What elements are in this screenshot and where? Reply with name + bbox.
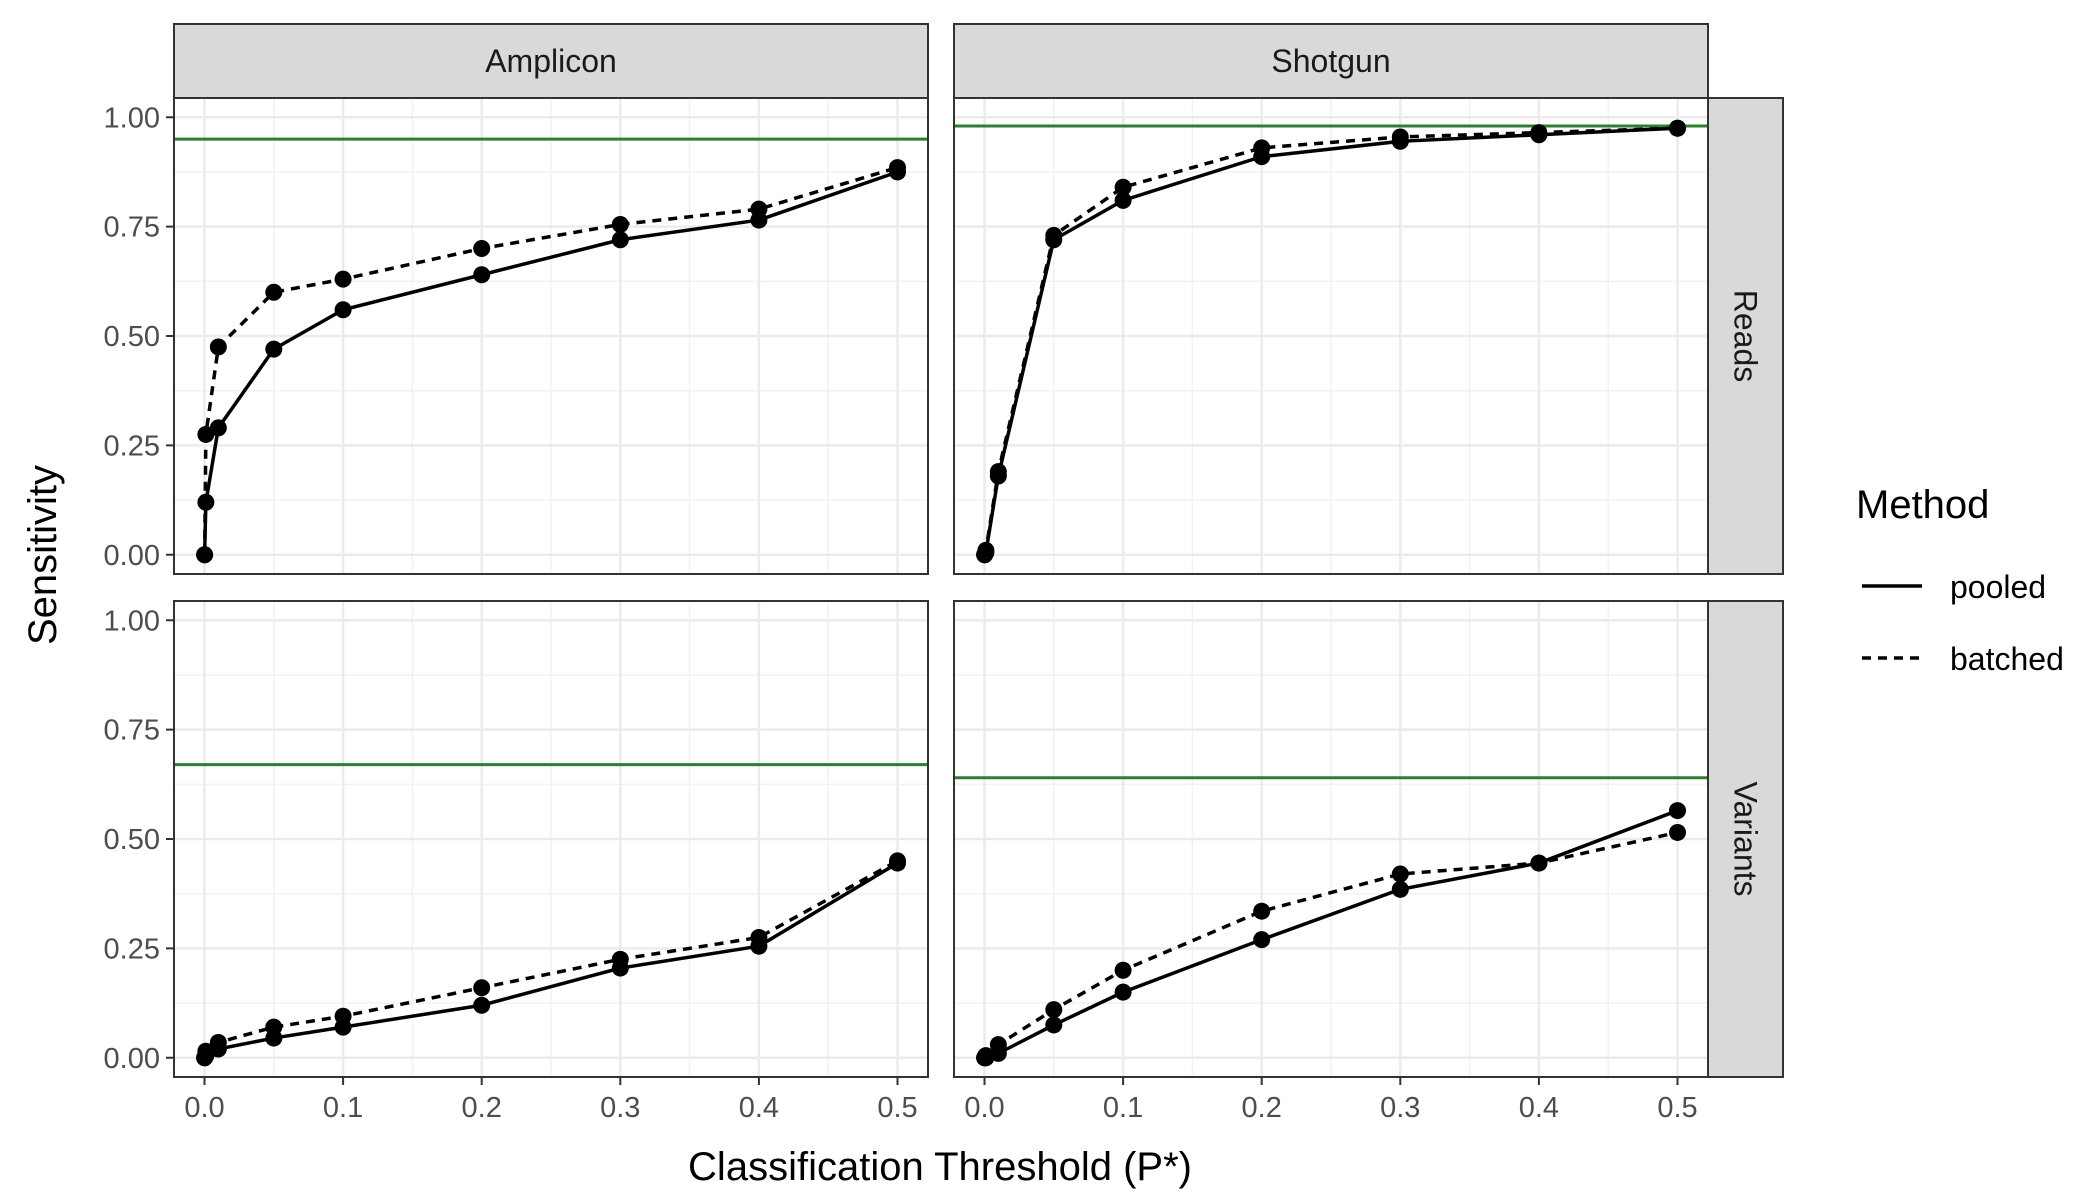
data-point-pooled: [1045, 1016, 1063, 1034]
x-tick-label: 0.2: [1242, 1092, 1282, 1124]
data-point-batched: [334, 1007, 352, 1025]
series-line-batched: [982, 126, 1678, 556]
data-point-batched: [977, 1047, 995, 1065]
data-point-batched: [209, 1033, 227, 1051]
strip-label-reads: Reads: [1728, 290, 1764, 383]
legend: Method pooled batched: [1856, 483, 2064, 677]
y-tick-label: 0.25: [104, 933, 160, 965]
data-point-pooled: [611, 231, 629, 249]
data-point-pooled: [334, 301, 352, 319]
legend-entry-batched: batched: [1862, 641, 2064, 677]
data-point-pooled: [1669, 802, 1687, 820]
data-point-batched: [473, 979, 491, 997]
x-tick-label: 0.0: [184, 1092, 224, 1124]
data-point-pooled: [1114, 191, 1132, 209]
x-tick-label: 0.4: [739, 1092, 779, 1124]
data-point-batched: [1253, 902, 1271, 920]
data-point-batched: [611, 950, 629, 968]
data-point-batched: [889, 852, 907, 870]
data-point-batched: [989, 1036, 1007, 1054]
data-point-pooled: [1253, 931, 1271, 949]
legend-entry-pooled: pooled: [1862, 569, 2046, 605]
x-tick-label: 0.1: [323, 1092, 363, 1124]
x-tick-label: 0.3: [600, 1092, 640, 1124]
data-point-batched: [209, 338, 227, 356]
y-tick-label: 0.25: [104, 430, 160, 462]
x-axis-title: Classification Threshold (P*): [688, 1145, 1192, 1189]
data-point-batched: [265, 283, 283, 301]
strip-label-amplicon: Amplicon: [485, 43, 617, 79]
y-tick-label: 1.00: [104, 605, 160, 637]
panels-layer: Amplicon ShotgunReadsVariants0.000.250.50…: [104, 23, 1784, 1124]
data-point-batched: [196, 546, 214, 564]
data-point-pooled: [209, 419, 227, 437]
x-tick-label: 0.5: [877, 1092, 917, 1124]
data-point-batched: [977, 541, 995, 559]
data-point-batched: [611, 215, 629, 233]
strip-amplicon: [173, 23, 929, 99]
y-tick-label: 0.50: [104, 321, 160, 353]
y-tick-label: 0.00: [104, 540, 160, 572]
legend-title: Method: [1856, 483, 1989, 527]
panel-border: [953, 600, 1709, 1078]
x-tick-label: 0.1: [1103, 1092, 1143, 1124]
data-point-batched: [197, 1042, 215, 1060]
panel-amplicon-reads: 0.00 0.25 0.50 0.75 1.00: [104, 97, 929, 575]
data-point-batched: [197, 425, 215, 443]
strip-label-variants: Variants: [1728, 781, 1764, 896]
y-tick-label: 0.50: [104, 824, 160, 856]
data-point-batched: [750, 928, 768, 946]
strip-shotgun: [953, 23, 1709, 99]
y-tick-label: 0.75: [104, 715, 160, 747]
data-point-pooled: [1391, 880, 1409, 898]
data-point-batched: [1669, 823, 1687, 841]
y-tick-label: 0.75: [104, 212, 160, 244]
data-point-pooled: [197, 493, 215, 511]
data-point-batched: [750, 200, 768, 218]
panel-shotgun-variants: 0.0 0.1 0.2 0.3 0.4 0.5: [953, 600, 1709, 1124]
data-point-batched: [334, 270, 352, 288]
data-point-batched: [1253, 139, 1271, 157]
data-point-batched: [1045, 1001, 1063, 1019]
data-point-batched: [1391, 865, 1409, 883]
legend-label-pooled: pooled: [1950, 569, 2046, 605]
data-point-batched: [1045, 226, 1063, 244]
data-point-batched: [989, 463, 1007, 481]
y-axis-title: Sensitivity: [21, 465, 65, 645]
data-point-pooled: [473, 996, 491, 1014]
data-point-batched: [1114, 178, 1132, 196]
data-point-batched: [1530, 854, 1548, 872]
strip-variants: [1707, 600, 1784, 1078]
x-tick-label: 0.2: [462, 1092, 502, 1124]
panel-shotgun-reads: [953, 97, 1709, 575]
x-tick-label: 0.5: [1657, 1092, 1697, 1124]
x-tick-label: 0.4: [1519, 1092, 1559, 1124]
data-point-pooled: [265, 340, 283, 358]
y-tick-label: 1.00: [104, 102, 160, 134]
x-tick-label: 0.0: [964, 1092, 1004, 1124]
data-point-batched: [1530, 124, 1548, 142]
x-tick-label: 0.3: [1380, 1092, 1420, 1124]
panel-amplicon-variants: 0.00 0.25 0.50 0.75 1.00 0.0 0.1 0.2 0.3 0.4 0.5: [104, 600, 929, 1124]
data-point-batched: [473, 240, 491, 257]
panel-border: [953, 97, 1709, 575]
data-point-pooled: [473, 266, 491, 284]
strip-label-shotgun: Shotgun: [1271, 43, 1390, 79]
data-point-batched: [1114, 961, 1132, 979]
data-point-batched: [265, 1018, 283, 1036]
data-point-pooled: [1114, 983, 1132, 1001]
data-point-batched: [889, 159, 907, 177]
legend-label-batched: batched: [1950, 641, 2064, 677]
strip-reads: [1707, 97, 1784, 575]
data-point-batched: [1669, 119, 1687, 137]
data-point-batched: [1391, 128, 1409, 146]
y-tick-label: 0.00: [104, 1043, 160, 1075]
